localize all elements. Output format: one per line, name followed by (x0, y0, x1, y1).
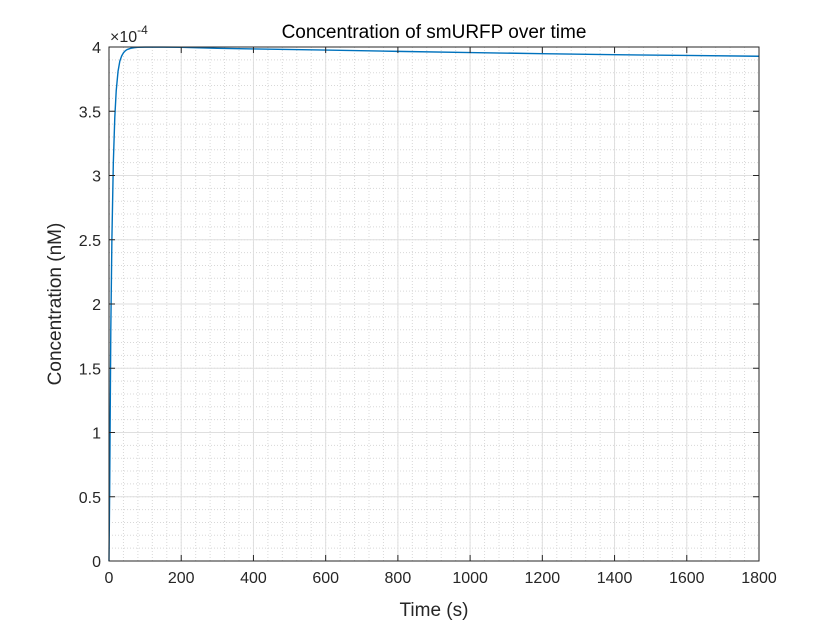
x-tick-label: 1600 (669, 570, 705, 587)
y-tick-label: 3.5 (79, 104, 101, 121)
x-tick-label: 1200 (525, 570, 561, 587)
y-tick-label: 2 (92, 297, 101, 314)
y-tick-labels: 0 0.5 1 1.5 2 2.5 3 3.5 4 (79, 40, 101, 571)
y-axis-exponent: ×10-4 (110, 23, 148, 46)
chart-title: Concentration of smURFP over time (282, 22, 587, 43)
x-tick-label: 1400 (597, 570, 633, 587)
x-tick-label: 200 (168, 570, 195, 587)
y-tick-label: 2.5 (79, 233, 101, 250)
x-tick-labels: 0 200 400 600 800 1000 1200 1400 1600 1800 (105, 570, 777, 587)
x-tick-label: 600 (312, 570, 339, 587)
y-exponent-power: -4 (137, 23, 148, 37)
x-tick-label: 1000 (452, 570, 488, 587)
series-line (108, 46, 760, 562)
x-tick-label: 1800 (741, 570, 777, 587)
series-layer (108, 46, 760, 562)
x-tick-label: 0 (105, 570, 114, 587)
y-tick-label: 1.5 (79, 361, 101, 378)
y-tick-label: 0 (92, 554, 101, 571)
y-exponent-base: ×10 (110, 29, 137, 46)
y-tick-label: 4 (92, 40, 101, 57)
x-tick-label: 800 (385, 570, 412, 587)
x-tick-label: 400 (240, 570, 267, 587)
ticks (108, 46, 760, 562)
y-tick-label: 0.5 (79, 490, 101, 507)
y-axis-label: Concentration (nM) (45, 223, 66, 386)
y-tick-label: 3 (92, 169, 101, 186)
x-axis-label: Time (s) (400, 600, 469, 621)
y-tick-label: 1 (92, 426, 101, 443)
